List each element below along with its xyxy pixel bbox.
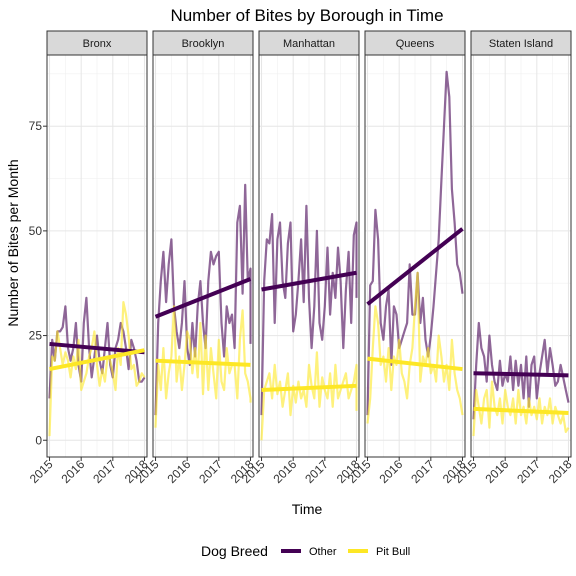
- strip-label: Bronx: [83, 38, 112, 50]
- x-tick-label: 2017: [90, 457, 119, 486]
- x-tick-label: 2015: [27, 457, 56, 486]
- series-line-pit-bull: [472, 380, 570, 437]
- legend-label-other: Other: [309, 546, 337, 558]
- y-tick-label: 0: [35, 433, 42, 447]
- trend-line-other: [366, 227, 464, 306]
- x-tick-label: 2016: [59, 457, 88, 486]
- trend-line-pit-bull: [49, 348, 145, 372]
- strip-background: [46, 30, 148, 56]
- x-tick-label: 2017: [408, 457, 437, 486]
- series-line-pit-bull: [366, 271, 464, 424]
- trend-line-pit-bull: [261, 383, 357, 392]
- y-tick-label: 25: [29, 329, 43, 343]
- chart-title: Number of Bites by Borough in Time: [170, 6, 443, 25]
- x-tick-label: 2017: [196, 457, 225, 486]
- x-tick-label: 2017: [302, 457, 331, 486]
- panel-border: [258, 54, 360, 458]
- x-tick-label: 2018: [546, 457, 575, 486]
- panel-border: [364, 54, 466, 458]
- y-tick-labels: 0 25 50 75: [29, 119, 47, 447]
- legend-title: Dog Breed: [201, 543, 268, 559]
- series-line-pit-bull: [260, 351, 358, 441]
- series-line-pit-bull: [48, 301, 146, 437]
- trend-line-other: [154, 277, 252, 319]
- series-line-other: [260, 204, 358, 416]
- strip-label: Manhattan: [283, 38, 335, 50]
- panel-border: [152, 54, 254, 458]
- strip-label: Staten Island: [489, 38, 553, 50]
- trend-line-other: [473, 371, 569, 378]
- trend-line-pit-bull: [155, 358, 251, 367]
- strip-label: Brooklyn: [182, 38, 225, 50]
- strip-label: Queens: [396, 38, 435, 50]
- legend: Dog Breed Other Pit Bull: [201, 543, 410, 559]
- y-tick-label: 75: [29, 119, 43, 133]
- trend-line-other: [49, 341, 145, 355]
- x-tick-label: 2016: [483, 457, 512, 486]
- legend-label-pit-bull: Pit Bull: [376, 546, 410, 558]
- y-axis-label: Number of Bites per Month: [5, 159, 21, 326]
- trend-line-other: [261, 270, 357, 292]
- x-tick-label: 2016: [271, 457, 300, 486]
- series-line-other: [154, 183, 252, 416]
- series-line-pit-bull: [154, 305, 252, 428]
- strip-background: [470, 30, 572, 56]
- x-tick-label: 2016: [377, 457, 406, 486]
- trend-line-pit-bull: [473, 406, 569, 416]
- y-tick-label: 50: [29, 224, 43, 238]
- panel-border: [470, 54, 572, 458]
- strip-background: [258, 30, 360, 56]
- x-tick-label: 2016: [165, 457, 194, 486]
- series-line-other: [472, 321, 570, 420]
- x-tick-label: 2017: [514, 457, 543, 486]
- strip-background: [364, 30, 466, 56]
- panel-border: [46, 54, 148, 458]
- x-axis-label: Time: [292, 501, 323, 517]
- strip-background: [152, 30, 254, 56]
- trend-line-pit-bull: [367, 356, 463, 372]
- series-line-other: [48, 296, 146, 399]
